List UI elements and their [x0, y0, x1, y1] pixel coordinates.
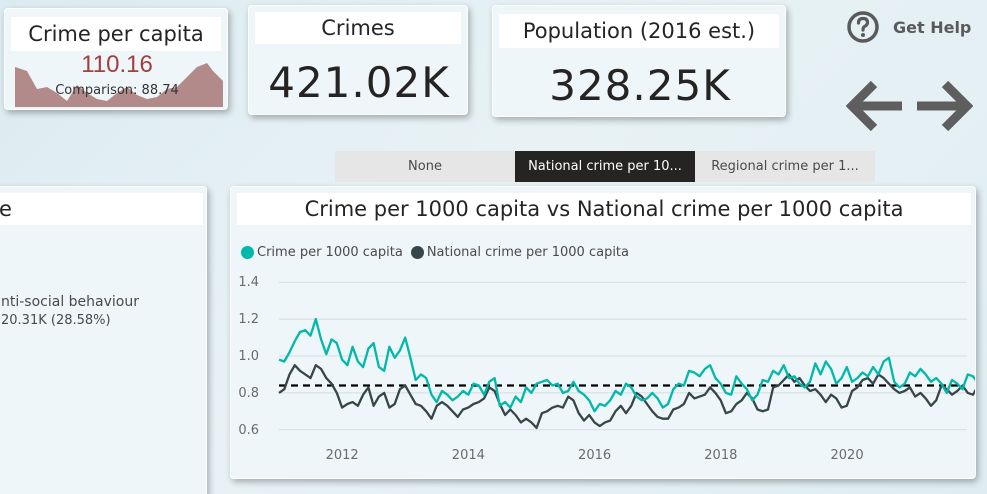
anti-social-value-label: 20.31K (28.58%) — [1, 313, 111, 328]
sparkline-area — [15, 63, 223, 107]
x-tick-label: 2014 — [452, 448, 485, 463]
x-tick-label: 2020 — [831, 448, 864, 463]
crime-per-1000-capita-line — [278, 317, 975, 413]
anti-social-category-label: nti-social behaviour — [1, 294, 139, 310]
arrow-right-icon[interactable] — [915, 80, 973, 132]
x-tick-label: 2018 — [704, 448, 737, 463]
y-tick-label: 0.6 — [238, 423, 259, 438]
chart-title: Crime per 1000 capita vs National crime … — [237, 193, 971, 225]
get-help-button[interactable]: Get Help — [846, 10, 971, 44]
population-title: Population (2016 est.) — [499, 14, 779, 48]
crime-per-capita-value: 110.16 — [81, 51, 153, 78]
crime-type-panel-title-text: e — [0, 197, 12, 221]
y-tick-label: 1.2 — [238, 312, 259, 327]
slicer-option-national[interactable]: National crime per 10... — [515, 151, 695, 182]
legend-dot-national — [410, 245, 424, 259]
arrow-left-icon[interactable] — [846, 80, 904, 132]
question-circle-icon — [847, 11, 879, 43]
population-card[interactable]: Population (2016 est.) 328.25K — [492, 5, 786, 117]
crime-per-capita-sparkline — [15, 63, 223, 107]
chart-legend: Crime per 1000 capita National crime per… — [241, 243, 637, 261]
crimes-title: Crimes — [255, 12, 461, 44]
get-help-label: Get Help — [893, 17, 972, 37]
national-crime-per-1000-capita-line — [278, 364, 975, 430]
y-tick-label: 0.8 — [238, 386, 259, 401]
crimes-value: 421.02K — [268, 58, 450, 107]
slicer-option-none[interactable]: None — [335, 151, 515, 182]
legend-label-crime: Crime per 1000 capita — [257, 244, 403, 260]
x-tick-label: 2016 — [578, 448, 611, 463]
x-tick-label: 2012 — [326, 448, 359, 463]
legend-item-crime[interactable]: Crime per 1000 capita — [241, 245, 403, 260]
crime-type-panel-title: e — [0, 193, 203, 225]
crime-per-capita-card[interactable]: Crime per capita 110.16 Comparison: 88.7… — [4, 8, 228, 110]
y-tick-label: 1.0 — [238, 349, 259, 364]
comparison-slicer: None National crime per 10... Regional c… — [335, 151, 875, 182]
y-tick-label: 1.4 — [238, 275, 259, 290]
crime-per-capita-comparison: Comparison: 88.74 — [55, 83, 179, 98]
crimes-card[interactable]: Crimes 421.02K — [248, 5, 468, 115]
crime-type-panel[interactable]: e nti-social behaviour 20.31K (28.58%) — [0, 186, 207, 494]
legend-label-national: National crime per 1000 capita — [426, 244, 629, 260]
legend-item-national[interactable]: National crime per 1000 capita — [410, 244, 629, 260]
population-value: 328.25K — [549, 61, 731, 110]
crime-line-chart-card[interactable]: Crime per 1000 capita vs National crime … — [230, 186, 976, 479]
line-chart-plot[interactable]: 0.6 0.8 1.0 1.2 1.4 2012 2014 2016 2018 2020 — [231, 267, 975, 467]
slicer-option-regional[interactable]: Regional crime per 1... — [695, 151, 875, 182]
crime-per-capita-title: Crime per capita — [11, 17, 221, 51]
legend-dot-crime — [241, 245, 254, 259]
